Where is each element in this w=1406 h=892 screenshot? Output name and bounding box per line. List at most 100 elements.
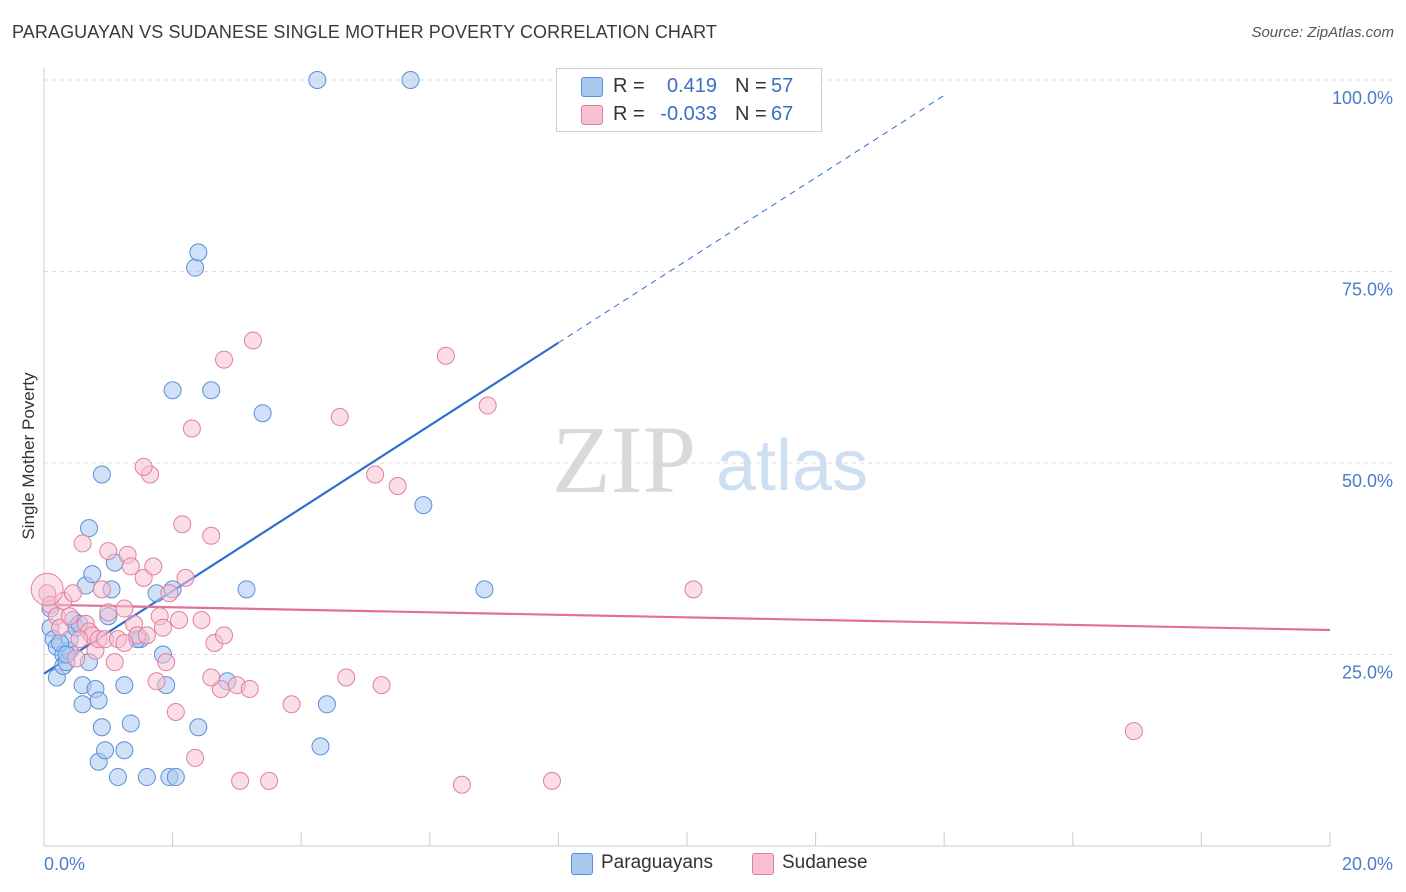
bottom-legend-label: Sudanese	[782, 852, 868, 873]
point-paraguayans	[475, 580, 494, 599]
y-tick-label: 100.0%	[1332, 88, 1393, 108]
point-paraguayans	[89, 691, 108, 710]
point-sudanese	[92, 580, 111, 599]
legend-row-paraguayans: R = 0.419 N = 57	[557, 73, 821, 101]
point-sudanese	[231, 771, 250, 790]
bottom-legend-swatch-paraguayans	[571, 853, 593, 875]
point-paraguayans	[237, 580, 256, 599]
source-credit: Source: ZipAtlas.com	[1251, 24, 1394, 41]
point-sudanese	[215, 350, 234, 369]
point-sudanese	[121, 557, 140, 576]
point-paraguayans	[202, 381, 221, 400]
trend-line-paraguayans	[43, 341, 559, 675]
point-sudanese	[243, 331, 262, 350]
watermark-zip: ZIP	[552, 406, 696, 513]
point-paraguayans	[163, 381, 182, 400]
point-sudanese	[192, 611, 211, 630]
point-sudanese	[1124, 722, 1143, 741]
point-sudanese	[330, 408, 349, 427]
point-paraguayans	[83, 565, 102, 584]
point-sudanese	[166, 702, 185, 721]
point-sudanese	[115, 599, 134, 618]
legend-r-label: R =	[613, 103, 645, 125]
point-sudanese	[67, 649, 86, 668]
legend-swatch-paraguayans	[581, 77, 603, 97]
legend-n-value: 67	[771, 103, 794, 125]
point-sudanese	[282, 695, 301, 714]
point-sudanese	[388, 476, 407, 495]
point-paraguayans	[189, 243, 208, 262]
point-sudanese	[260, 771, 279, 790]
axes	[43, 68, 1331, 847]
point-sudanese	[366, 465, 385, 484]
point-paraguayans	[108, 768, 127, 787]
point-sudanese	[51, 618, 70, 637]
point-paraguayans	[92, 465, 111, 484]
legend-n-value: 57	[771, 75, 794, 97]
point-paraguayans	[253, 404, 272, 423]
point-sudanese	[182, 419, 201, 438]
point-paraguayans	[137, 768, 156, 787]
point-sudanese	[147, 672, 166, 691]
bottom-legend-label: Paraguayans	[601, 852, 713, 873]
point-paraguayans	[73, 695, 92, 714]
y-tick-labels: 25.0% 50.0% 75.0% 100.0%	[1332, 88, 1393, 683]
trend-line-sudanese	[43, 603, 1331, 632]
x-tick-label: 20.0%	[1342, 854, 1393, 874]
point-sudanese	[202, 526, 221, 545]
gridlines	[44, 79, 1394, 655]
point-sudanese	[452, 775, 471, 794]
point-paraguayans	[92, 718, 111, 737]
point-paraguayans	[166, 768, 185, 787]
point-paraguayans	[311, 737, 330, 756]
point-sudanese	[60, 607, 79, 626]
point-paraguayans	[189, 718, 208, 737]
point-paraguayans	[317, 695, 336, 714]
legend-r-value: 0.419	[666, 75, 717, 97]
point-sudanese	[105, 653, 124, 672]
legend-r-label: R =	[613, 75, 645, 97]
point-sudanese	[684, 580, 703, 599]
chart-title: PARAGUAYAN VS SUDANESE SINGLE MOTHER POV…	[12, 22, 718, 42]
point-sudanese	[30, 572, 64, 606]
point-sudanese	[137, 626, 156, 645]
y-axis-label: Single Mother Poverty	[19, 372, 38, 540]
point-sudanese	[115, 634, 134, 653]
point-sudanese	[99, 542, 118, 561]
legend-row-sudanese: R = -0.033 N = 67	[557, 101, 821, 129]
point-sudanese	[63, 584, 82, 603]
point-sudanese	[170, 611, 189, 630]
point-sudanese	[70, 630, 89, 649]
stats-legend: R = 0.419 N = 57 R = -0.033 N = 67	[556, 68, 822, 132]
point-paraguayans	[96, 741, 115, 760]
point-paraguayans	[115, 676, 134, 695]
point-sudanese	[134, 457, 153, 476]
point-sudanese	[153, 618, 172, 637]
bottom-legend-swatch-sudanese	[752, 853, 774, 875]
legend-n-label: N =	[735, 103, 767, 125]
trend-extension-paraguayans	[558, 94, 945, 344]
x-tick-labels: 0.0% 20.0%	[44, 854, 1393, 874]
point-sudanese	[478, 396, 497, 415]
point-paraguayans	[186, 258, 205, 277]
legend-swatch-sudanese	[581, 105, 603, 125]
point-sudanese	[202, 668, 221, 687]
x-tick-label: 0.0%	[44, 854, 85, 874]
y-tick-label: 25.0%	[1342, 663, 1393, 683]
point-sudanese	[542, 771, 561, 790]
point-paraguayans	[121, 714, 140, 733]
point-sudanese	[134, 568, 153, 587]
point-sudanese	[73, 534, 92, 553]
point-sudanese	[160, 584, 179, 603]
point-sudanese	[144, 557, 163, 576]
y-tick-label: 50.0%	[1342, 471, 1393, 491]
point-sudanese	[186, 748, 205, 767]
point-sudanese	[157, 653, 176, 672]
point-sudanese	[436, 346, 455, 365]
watermark-atlas: atlas	[716, 426, 868, 506]
y-tick-label: 75.0%	[1342, 280, 1393, 300]
point-sudanese	[176, 568, 195, 587]
data-points	[30, 71, 1143, 794]
point-sudanese	[240, 679, 259, 698]
